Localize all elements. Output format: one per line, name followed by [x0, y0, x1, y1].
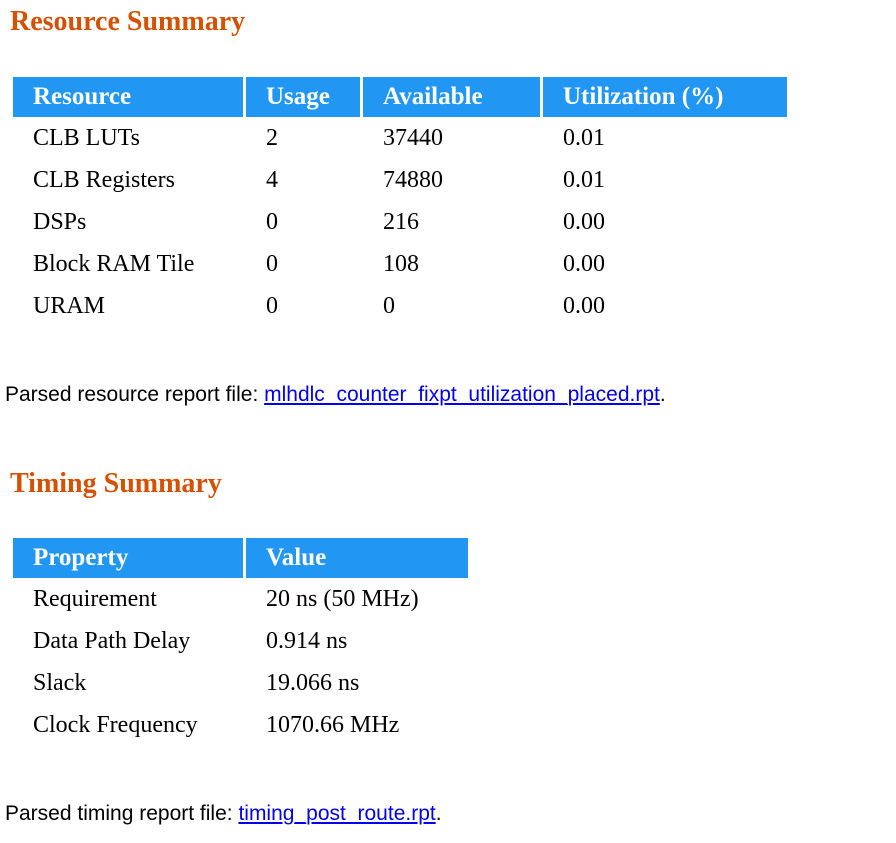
table-cell: 20 ns (50 MHz): [266, 585, 419, 612]
timing-summary-heading: Timing Summary: [10, 468, 222, 499]
table-cell: 0: [266, 292, 278, 319]
resource-report-suffix: .: [659, 383, 666, 406]
resource-table-header-row: Resource Usage Available Utilization (%): [13, 77, 787, 117]
table-cell: 2: [266, 124, 278, 151]
resource-report-link[interactable]: mlhdlc_counter_fixpt_utilization_placed.…: [264, 383, 660, 406]
table-row: URAM 0 0 0.00: [13, 285, 787, 327]
table-cell: 0.01: [563, 166, 605, 193]
table-cell: Data Path Delay: [33, 627, 191, 654]
table-cell: 37440: [383, 124, 443, 151]
table-cell: 0: [266, 208, 278, 235]
column-header-resource: Resource: [13, 77, 243, 117]
table-row: Clock Frequency 1070.66 MHz: [13, 704, 468, 746]
table-cell: 0.00: [563, 292, 605, 319]
table-cell: 0.914 ns: [266, 627, 348, 654]
table-row: Requirement 20 ns (50 MHz): [13, 578, 468, 620]
table-cell: 0.00: [563, 208, 605, 235]
table-cell: 19.066 ns: [266, 669, 360, 696]
table-row: Data Path Delay 0.914 ns: [13, 620, 468, 662]
table-row: CLB Registers 4 74880 0.01: [13, 159, 787, 201]
table-cell: URAM: [33, 292, 106, 319]
table-cell: Slack: [33, 669, 87, 696]
table-cell: CLB LUTs: [33, 124, 140, 151]
timing-table-body: Requirement 20 ns (50 MHz) Data Path Delay…: [13, 578, 468, 746]
table-cell: 4: [266, 166, 278, 193]
table-cell: 0: [266, 250, 278, 277]
resource-summary-table: Resource Usage Available Utilization (%)…: [10, 77, 790, 327]
table-cell: 0.01: [563, 124, 605, 151]
table-cell: 216: [383, 208, 419, 235]
table-row: DSPs 0 216 0.00: [13, 201, 787, 243]
table-cell: Clock Frequency: [33, 711, 198, 738]
table-row: Slack 19.066 ns: [13, 662, 468, 704]
resource-summary-heading: Resource Summary: [10, 6, 246, 37]
column-header-value: Value: [246, 538, 468, 578]
table-cell: 0: [383, 292, 395, 319]
table-row: Block RAM Tile 0 108 0.00: [13, 243, 787, 285]
timing-summary-table: Property Value Requirement 20 ns (50 MHz)…: [10, 538, 471, 746]
resource-report-prefix: Parsed resource report file:: [5, 383, 265, 406]
column-header-property: Property: [13, 538, 243, 578]
table-cell: Requirement: [33, 585, 157, 612]
timing-report-prefix: Parsed timing report file:: [5, 802, 239, 825]
timing-report-suffix: .: [435, 802, 442, 825]
table-cell: CLB Registers: [33, 166, 175, 193]
column-header-available: Available: [363, 77, 540, 117]
table-row: CLB LUTs 2 37440 0.01: [13, 117, 787, 159]
table-cell: DSPs: [33, 208, 87, 235]
timing-report-line: Parsed timing report file: timing_post_r…: [5, 802, 896, 826]
table-cell: Block RAM Tile: [33, 250, 195, 277]
table-cell: 108: [383, 250, 419, 277]
table-cell: 0.00: [563, 250, 605, 277]
column-header-utilization: Utilization (%): [543, 77, 787, 117]
timing-report-link[interactable]: timing_post_route.rpt: [238, 802, 436, 825]
resource-report-line: Parsed resource report file: mlhdlc_coun…: [5, 383, 896, 407]
table-cell: 74880: [383, 166, 443, 193]
timing-table-header-row: Property Value: [13, 538, 468, 578]
column-header-usage: Usage: [246, 77, 360, 117]
table-cell: 1070.66 MHz: [266, 711, 400, 738]
resource-table-body: CLB LUTs 2 37440 0.01 CLB Registers 4 74880 0.0…: [13, 117, 787, 327]
